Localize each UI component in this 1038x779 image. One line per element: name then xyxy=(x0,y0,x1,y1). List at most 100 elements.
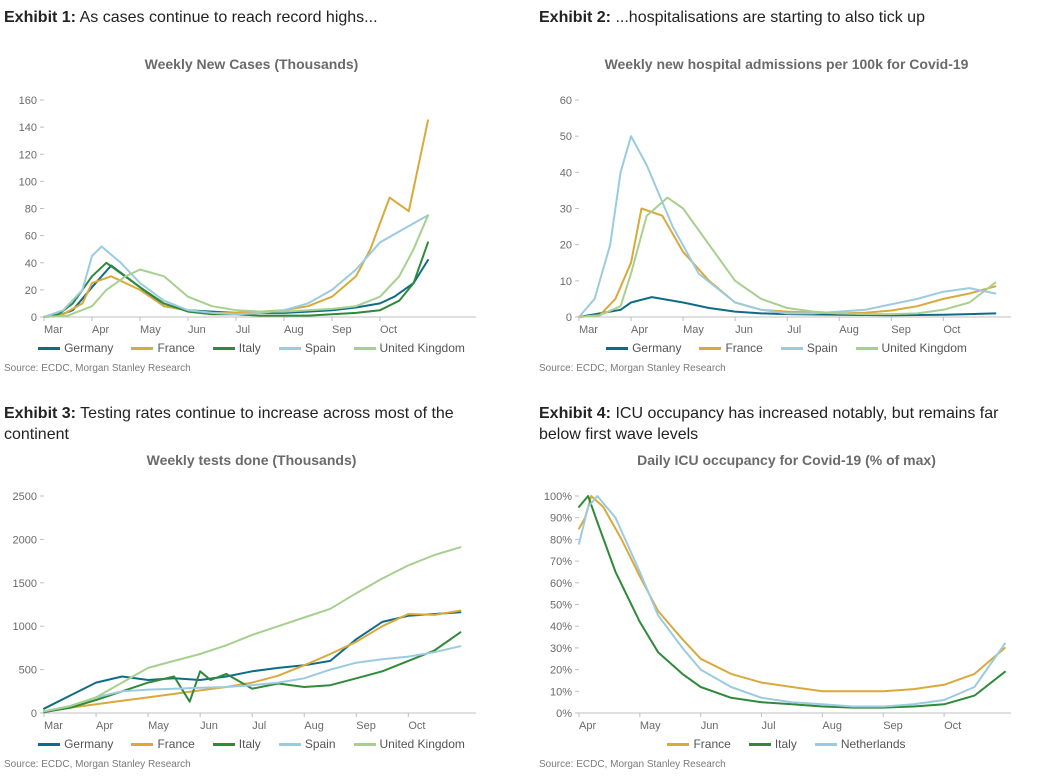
svg-text:2000: 2000 xyxy=(13,534,37,546)
legend-swatch xyxy=(213,743,235,746)
legend-item: France xyxy=(131,341,194,355)
svg-text:Aug: Aug xyxy=(839,324,859,336)
legend-label: Netherlands xyxy=(841,737,906,751)
svg-text:40%: 40% xyxy=(550,621,572,633)
legend-label: Germany xyxy=(64,341,113,355)
svg-text:Sep: Sep xyxy=(891,324,911,336)
exhibit-2-title: Exhibit 2: ...hospitalisations are start… xyxy=(539,8,1034,50)
svg-text:0: 0 xyxy=(31,708,37,720)
legend-label: Spain xyxy=(305,341,336,355)
exhibit-4-source: Source: ECDC, Morgan Stanley Research xyxy=(539,759,1034,770)
exhibit-1-subtitle: As cases continue to reach record highs.… xyxy=(80,9,378,26)
legend-label: Italy xyxy=(775,737,797,751)
svg-text:Aug: Aug xyxy=(284,324,304,336)
legend-swatch xyxy=(815,743,837,746)
exhibit-1-chart-title: Weekly New Cases (Thousands) xyxy=(4,56,499,90)
svg-text:90%: 90% xyxy=(550,513,572,525)
svg-text:May: May xyxy=(148,720,169,732)
svg-text:50: 50 xyxy=(560,131,572,143)
legend-swatch xyxy=(699,347,721,350)
svg-text:Oct: Oct xyxy=(380,324,397,336)
legend-label: Spain xyxy=(305,737,336,751)
svg-text:160: 160 xyxy=(19,95,37,107)
svg-text:Apr: Apr xyxy=(92,324,109,336)
svg-text:500: 500 xyxy=(19,665,37,677)
svg-text:Mar: Mar xyxy=(44,324,63,336)
legend-item: Italy xyxy=(213,341,261,355)
legend-label: France xyxy=(725,341,762,355)
svg-text:Jun: Jun xyxy=(735,324,753,336)
svg-text:Sep: Sep xyxy=(332,324,352,336)
svg-text:Jun: Jun xyxy=(701,720,719,732)
legend-item: Germany xyxy=(606,341,681,355)
svg-text:Mar: Mar xyxy=(579,324,598,336)
svg-text:Sep: Sep xyxy=(883,720,903,732)
legend-label: France xyxy=(157,341,194,355)
legend-label: France xyxy=(157,737,194,751)
exhibit-3-label: Exhibit 3: xyxy=(4,405,76,422)
exhibit-grid: Exhibit 1: As cases continue to reach re… xyxy=(4,8,1034,770)
svg-text:10%: 10% xyxy=(550,686,572,698)
legend-item: Spain xyxy=(279,737,336,751)
legend-label: France xyxy=(693,737,730,751)
legend-item: France xyxy=(667,737,730,751)
legend-label: Spain xyxy=(807,341,838,355)
legend-item: Netherlands xyxy=(815,737,906,751)
exhibit-3-legend: Germany France Italy Spain United Kingdom xyxy=(4,737,499,751)
svg-text:Jul: Jul xyxy=(762,720,776,732)
svg-text:40: 40 xyxy=(560,167,572,179)
exhibit-2-chart: 0102030405060MarAprMayJunJulAugSepOct xyxy=(539,94,1034,339)
svg-text:May: May xyxy=(140,324,161,336)
svg-text:30%: 30% xyxy=(550,643,572,655)
legend-swatch xyxy=(38,347,60,350)
exhibit-3: Exhibit 3: Testing rates continue to inc… xyxy=(4,404,499,770)
legend-item: France xyxy=(131,737,194,751)
svg-text:Jul: Jul xyxy=(252,720,266,732)
svg-text:Apr: Apr xyxy=(579,720,596,732)
svg-text:May: May xyxy=(640,720,661,732)
exhibit-3-title: Exhibit 3: Testing rates continue to inc… xyxy=(4,404,499,446)
exhibit-3-chart: 05001000150020002500MarAprMayJunJulAugSe… xyxy=(4,490,499,735)
exhibit-4: Exhibit 4: ICU occupancy has increased n… xyxy=(539,404,1034,770)
legend-swatch xyxy=(606,347,628,350)
svg-text:60: 60 xyxy=(25,231,37,243)
exhibit-3-source: Source: ECDC, Morgan Stanley Research xyxy=(4,759,499,770)
svg-text:0: 0 xyxy=(566,312,572,324)
legend-swatch xyxy=(354,743,376,746)
exhibit-1-legend: GermanyFranceItalySpainUnited Kingdom xyxy=(4,341,499,355)
svg-text:Mar: Mar xyxy=(44,720,63,732)
svg-text:0: 0 xyxy=(31,312,37,324)
legend-label: Germany xyxy=(64,737,113,751)
exhibit-4-legend: France Italy Netherlands xyxy=(539,737,1034,751)
exhibit-4-title: Exhibit 4: ICU occupancy has increased n… xyxy=(539,404,1034,446)
legend-swatch xyxy=(781,347,803,350)
svg-text:Oct: Oct xyxy=(944,720,961,732)
legend-item: Germany xyxy=(38,737,113,751)
svg-text:Aug: Aug xyxy=(822,720,842,732)
legend-item: Italy xyxy=(749,737,797,751)
exhibit-4-label: Exhibit 4: xyxy=(539,405,611,422)
legend-item: United Kingdom xyxy=(856,341,967,355)
legend-swatch xyxy=(856,347,878,350)
svg-text:20%: 20% xyxy=(550,665,572,677)
svg-text:80: 80 xyxy=(25,204,37,216)
svg-text:120: 120 xyxy=(19,149,37,161)
exhibit-2-label: Exhibit 2: xyxy=(539,9,611,26)
svg-text:Oct: Oct xyxy=(408,720,425,732)
legend-swatch xyxy=(131,347,153,350)
legend-item: Italy xyxy=(213,737,261,751)
svg-text:1500: 1500 xyxy=(13,578,37,590)
exhibit-3-chart-title: Weekly tests done (Thousands) xyxy=(4,452,499,486)
svg-text:80%: 80% xyxy=(550,534,572,546)
legend-swatch xyxy=(749,743,771,746)
legend-label: United Kingdom xyxy=(380,737,465,751)
exhibit-1-title: Exhibit 1: As cases continue to reach re… xyxy=(4,8,499,50)
legend-item: Spain xyxy=(279,341,336,355)
legend-item: United Kingdom xyxy=(354,737,465,751)
legend-swatch xyxy=(279,743,301,746)
svg-text:140: 140 xyxy=(19,122,37,134)
svg-text:20: 20 xyxy=(25,285,37,297)
legend-label: Germany xyxy=(632,341,681,355)
legend-item: Germany xyxy=(38,341,113,355)
svg-text:Oct: Oct xyxy=(943,324,960,336)
